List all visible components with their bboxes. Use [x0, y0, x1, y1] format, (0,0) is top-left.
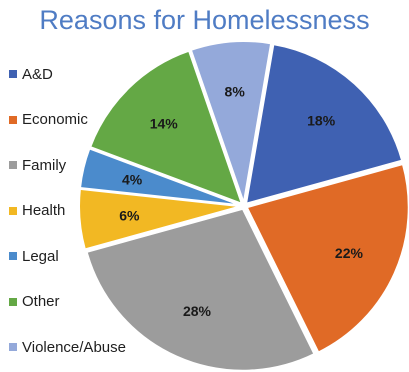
legend-item-family: Family: [9, 155, 66, 175]
legend-label: Health: [22, 202, 66, 219]
legend-item-health: Health: [9, 201, 65, 221]
legend-swatch: [9, 115, 17, 124]
legend-item-violence-abuse: Violence/Abuse: [9, 337, 126, 357]
pie-slice-family: [85, 207, 316, 372]
data-label-other: 14%: [150, 116, 179, 132]
legend-label: Legal: [22, 247, 59, 265]
legend-label: Other: [22, 293, 60, 310]
data-label-family: 28%: [183, 303, 212, 319]
data-label-a-d: 18%: [307, 113, 336, 129]
legend-swatch: [9, 343, 17, 351]
legend-swatch: [9, 297, 17, 306]
legend-item-other: Other: [9, 292, 60, 312]
pie-slice-a-d: [244, 42, 404, 206]
data-label-violence-abuse: 8%: [225, 83, 246, 99]
legend-item-legal: Legal: [9, 246, 59, 266]
legend-swatch: [9, 252, 17, 260]
legend-swatch: [9, 206, 17, 215]
legend-label: Family: [22, 156, 67, 174]
legend-label: Violence/Abuse: [22, 338, 126, 356]
legend-item-economic: Economic: [9, 110, 88, 130]
legend-swatch: [9, 70, 17, 78]
legend-swatch: [9, 161, 17, 169]
legend-label: A&D: [22, 65, 53, 83]
data-label-health: 6%: [119, 207, 140, 223]
pie-slice-economic: [245, 162, 409, 354]
pie-slice-other: [88, 49, 244, 206]
pie-slice-violence-abuse: [189, 40, 273, 204]
chart-title: Reasons for Homelessness: [39, 5, 370, 35]
data-label-legal: 4%: [122, 171, 143, 187]
legend-label: Economic: [22, 111, 88, 128]
pie-slice-legal: [78, 147, 242, 207]
legend-item-a-d: A&D: [9, 64, 53, 84]
data-label-economic: 22%: [335, 245, 364, 261]
